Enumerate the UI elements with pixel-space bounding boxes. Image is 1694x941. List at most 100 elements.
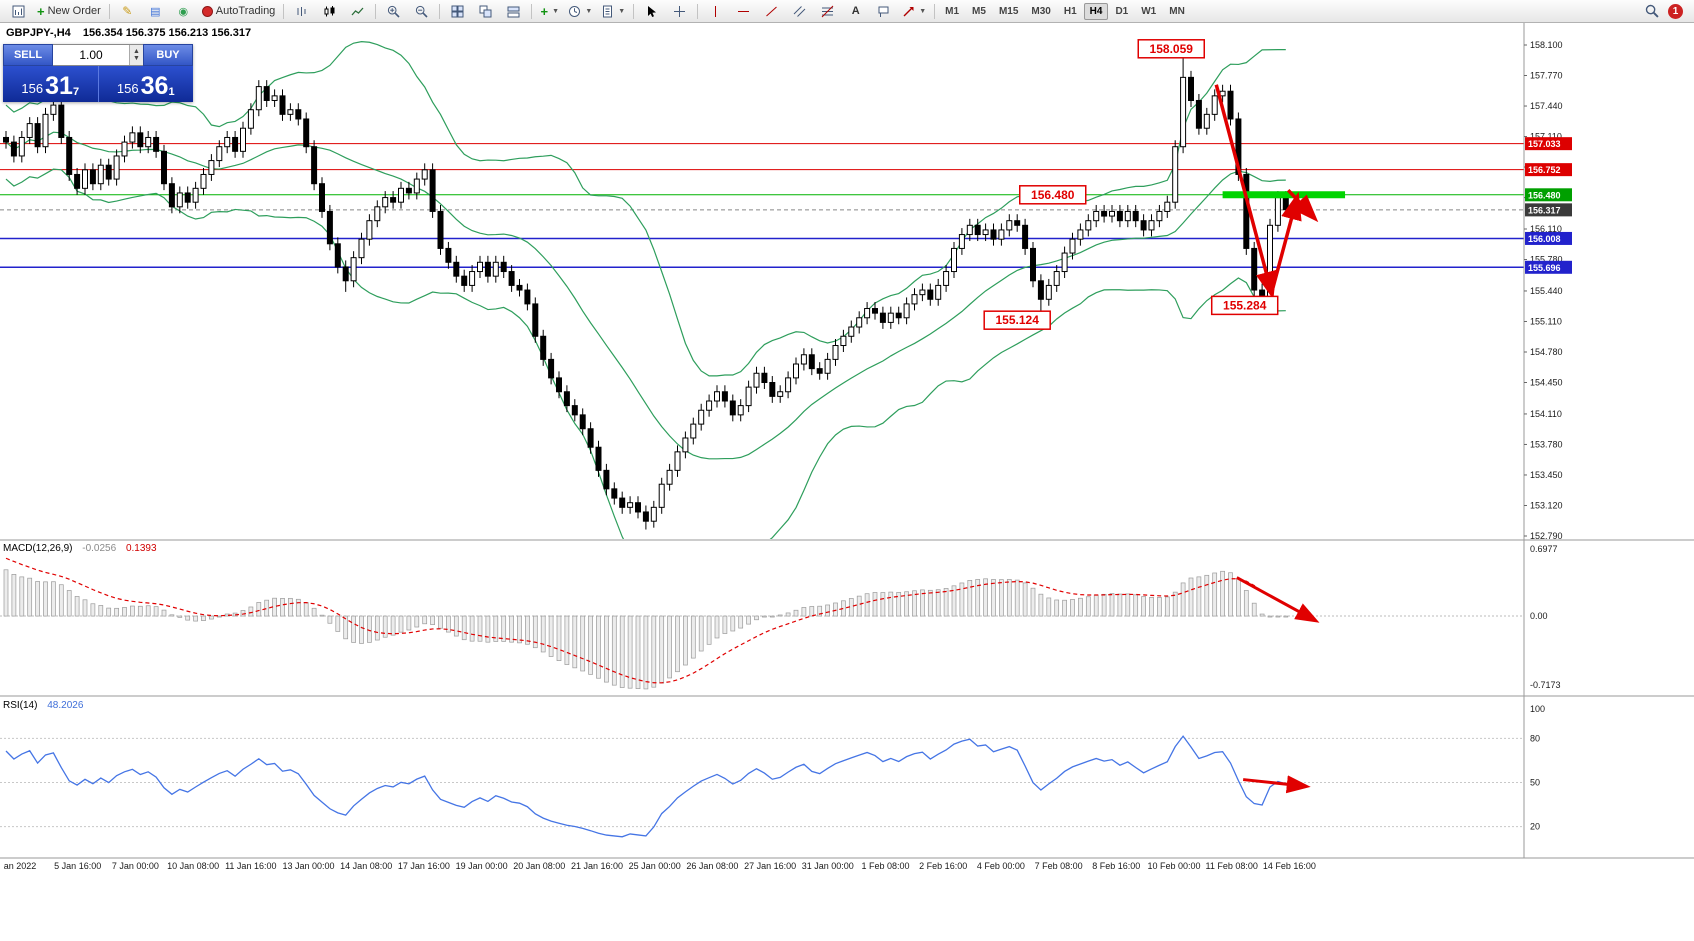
svg-text:156.480: 156.480 bbox=[1031, 188, 1075, 202]
shapes-arrows-button[interactable]: ▼ bbox=[898, 1, 930, 22]
trendline-tool-icon[interactable] bbox=[758, 1, 785, 22]
timeframe-m15[interactable]: M15 bbox=[998, 5, 1019, 17]
tile-windows-icon[interactable] bbox=[444, 1, 471, 22]
channel-tool-icon[interactable] bbox=[786, 1, 813, 22]
zoom-out-icon[interactable] bbox=[408, 1, 435, 22]
bollinger-bands bbox=[5, 41, 1286, 539]
zoom-in-icon[interactable] bbox=[380, 1, 407, 22]
indicators-button[interactable]: + ▼ bbox=[536, 1, 563, 22]
toolbar-separator bbox=[439, 3, 441, 19]
fibonacci-tool-icon[interactable] bbox=[814, 1, 841, 22]
autotrading-label: AutoTrading bbox=[215, 5, 276, 17]
svg-text:156.317: 156.317 bbox=[1528, 205, 1561, 215]
toolbar-separator bbox=[108, 3, 110, 19]
svg-text:17 Jan 16:00: 17 Jan 16:00 bbox=[398, 861, 450, 871]
timeframe-m30[interactable]: M30 bbox=[1031, 5, 1051, 17]
toolbar-separator bbox=[697, 3, 699, 19]
text-tool-icon[interactable]: A bbox=[851, 5, 860, 17]
svg-text:26 Jan 08:00: 26 Jan 08:00 bbox=[686, 861, 738, 871]
candlestick-chart-icon[interactable] bbox=[316, 1, 343, 22]
svg-text:152.790: 152.790 bbox=[1530, 531, 1563, 541]
svg-text:153.120: 153.120 bbox=[1530, 500, 1563, 510]
svg-text:25 Jan 00:00: 25 Jan 00:00 bbox=[629, 861, 681, 871]
svg-text:13 Jan 00:00: 13 Jan 00:00 bbox=[282, 861, 334, 871]
chevron-down-icon: ▼ bbox=[919, 7, 927, 15]
svg-text:156.780: 156.780 bbox=[1530, 162, 1563, 172]
toolbar-separator bbox=[375, 3, 377, 19]
notification-badge[interactable]: 1 bbox=[1668, 3, 1683, 19]
svg-text:156.450: 156.450 bbox=[1530, 193, 1563, 203]
sell-price-big: 31 bbox=[45, 72, 73, 100]
annotation-label: 156.480 bbox=[1019, 185, 1087, 205]
svg-text:154.110: 154.110 bbox=[1530, 409, 1562, 419]
svg-text:0.6977: 0.6977 bbox=[1530, 544, 1558, 554]
svg-text:155.110: 155.110 bbox=[1530, 316, 1562, 326]
svg-text:11 Feb 08:00: 11 Feb 08:00 bbox=[1206, 861, 1258, 871]
price-tag: 156.752 bbox=[1525, 163, 1572, 177]
label-tool-icon[interactable] bbox=[870, 1, 897, 22]
metaeditor-icon[interactable]: ✎ bbox=[122, 4, 133, 18]
svg-text:27 Jan 16:00: 27 Jan 16:00 bbox=[744, 861, 796, 871]
svg-text:153.450: 153.450 bbox=[1530, 470, 1563, 480]
bar-chart-icon[interactable] bbox=[288, 1, 315, 22]
toolbar-separator bbox=[283, 3, 285, 19]
rsi-scale: 100 80 50 20 bbox=[1530, 704, 1545, 832]
svg-text:154.450: 154.450 bbox=[1530, 378, 1563, 388]
buy-price-prefix: 156 bbox=[116, 81, 139, 96]
svg-text:157.770: 157.770 bbox=[1530, 71, 1563, 81]
timeframe-d1[interactable]: D1 bbox=[1115, 5, 1129, 17]
lot-size-input[interactable] bbox=[53, 45, 129, 65]
toolbar: + New Order ✎ ▤ ◉ AutoTrading bbox=[0, 0, 1694, 23]
line-chart-icon[interactable] bbox=[344, 1, 371, 22]
price-scale: 158.100 157.770 157.440 157.110 156.780 156.4… bbox=[1524, 40, 1563, 541]
data-window-icon[interactable]: ▤ bbox=[150, 5, 161, 18]
sell-price-display[interactable]: 156 31 7 bbox=[3, 66, 98, 102]
horizontal-lines bbox=[0, 143, 1524, 269]
timeframe-m1[interactable]: M1 bbox=[945, 5, 960, 17]
crosshair-icon[interactable] bbox=[666, 1, 693, 22]
svg-text:155.696: 155.696 bbox=[1528, 263, 1561, 273]
macd-signal-value: 0.1393 bbox=[125, 543, 157, 554]
rsi-name: RSI(14) bbox=[3, 700, 38, 711]
search-icon[interactable] bbox=[1638, 1, 1665, 22]
svg-text:11 Jan 16:00: 11 Jan 16:00 bbox=[225, 861, 276, 871]
svg-text:158.059: 158.059 bbox=[1150, 42, 1194, 56]
autotrading-button[interactable]: AutoTrading bbox=[198, 1, 280, 22]
svg-text:21 Jan 16:00: 21 Jan 16:00 bbox=[571, 861, 623, 871]
trade-panel-prices: 156 31 7 156 36 1 bbox=[3, 66, 193, 102]
chevron-down-icon: ▼ bbox=[552, 7, 560, 15]
sell-button[interactable]: SELL bbox=[3, 44, 53, 66]
periods-button[interactable]: ▼ bbox=[564, 1, 596, 22]
timeframe-m5[interactable]: M5 bbox=[972, 5, 986, 17]
timeframe-h4[interactable]: H4 bbox=[1083, 2, 1109, 20]
price-tag: 156.480 bbox=[1525, 188, 1572, 202]
timeframe-mn[interactable]: MN bbox=[1169, 5, 1185, 17]
symbol-period-label: GBPJPY-,H4 bbox=[6, 27, 71, 39]
svg-text:156.752: 156.752 bbox=[1528, 165, 1561, 175]
cascade-windows-icon[interactable] bbox=[472, 1, 499, 22]
annotation-label: 155.284 bbox=[1210, 295, 1279, 316]
buy-price-display[interactable]: 156 36 1 bbox=[99, 66, 194, 102]
cursor-icon[interactable] bbox=[638, 1, 665, 22]
buy-button[interactable]: BUY bbox=[143, 44, 193, 66]
svg-text:10 Feb 00:00: 10 Feb 00:00 bbox=[1147, 861, 1200, 871]
chart-window-icon[interactable] bbox=[5, 1, 32, 22]
templates-button[interactable]: ▼ bbox=[597, 1, 629, 22]
timeframe-h1[interactable]: H1 bbox=[1063, 5, 1077, 17]
lot-size-field: ▲ ▼ bbox=[53, 44, 143, 66]
support-icon[interactable]: ◉ bbox=[178, 5, 189, 18]
new-order-button[interactable]: + New Order bbox=[33, 1, 105, 22]
lot-decrement-button[interactable]: ▼ bbox=[133, 55, 140, 62]
horizont al-line-tool-icon[interactable] bbox=[730, 1, 757, 22]
vertical-line-tool-icon[interactable] bbox=[702, 1, 729, 22]
sell-price-prefix: 156 bbox=[21, 81, 44, 96]
rsi-panel bbox=[0, 735, 1524, 838]
lot-increment-button[interactable]: ▲ bbox=[133, 48, 140, 55]
arrange-windows-icon[interactable] bbox=[500, 1, 527, 22]
rsi-label-line: RSI(14) 48.2026 bbox=[3, 700, 83, 711]
trade-panel-controls: SELL ▲ ▼ BUY bbox=[3, 44, 193, 66]
svg-text:50: 50 bbox=[1530, 778, 1540, 788]
timeframe-w1[interactable]: W1 bbox=[1141, 5, 1157, 17]
new-order-icon: + bbox=[37, 3, 45, 19]
chart-canvas[interactable]: 158.100 157.770 157.440 157.110 156.780 156.4… bbox=[0, 23, 1694, 880]
